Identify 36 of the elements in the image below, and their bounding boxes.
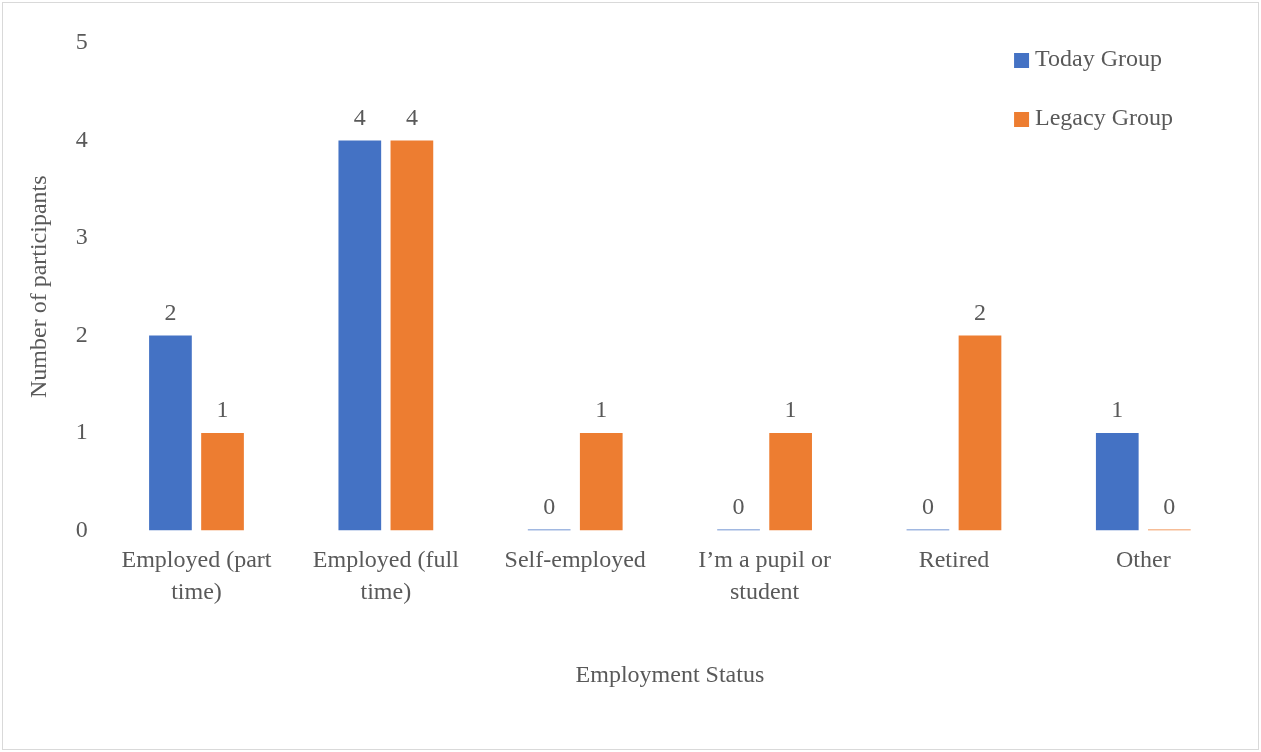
y-tick-label: 3 bbox=[75, 223, 88, 250]
y-tick-label: 1 bbox=[75, 418, 88, 445]
bar bbox=[149, 335, 192, 531]
y-tick-label: 0 bbox=[75, 515, 88, 542]
x-tick-label: Self-employed bbox=[504, 545, 646, 572]
bar bbox=[579, 432, 623, 531]
x-tick-label: I’m a pupil or student bbox=[698, 545, 831, 605]
bar bbox=[201, 432, 244, 531]
y-axis-title: Number of participants bbox=[24, 175, 51, 398]
data-label: 0 bbox=[732, 492, 745, 519]
data-label: 1 bbox=[216, 396, 229, 423]
data-label: 1 bbox=[595, 396, 608, 423]
data-label: 4 bbox=[405, 103, 418, 130]
legend-label: Today Group bbox=[1035, 45, 1163, 72]
y-tick-label: 4 bbox=[75, 125, 88, 152]
y-tick-label: 5 bbox=[75, 28, 88, 55]
data-label: 0 bbox=[921, 492, 934, 519]
x-tick-label: Employed (full time) bbox=[312, 545, 460, 605]
data-label: 1 bbox=[1111, 396, 1124, 423]
legend-label: Legacy Group bbox=[1035, 104, 1174, 131]
bar bbox=[958, 335, 1002, 531]
bar bbox=[769, 432, 812, 531]
x-tick-label: Retired bbox=[918, 545, 990, 572]
x-axis-title: Employment Status bbox=[575, 660, 765, 687]
x-tick-label: Other bbox=[1115, 545, 1171, 572]
data-label: 0 bbox=[543, 492, 556, 519]
bar bbox=[338, 140, 382, 531]
data-label: 2 bbox=[973, 298, 986, 325]
data-label: 2 bbox=[164, 298, 177, 325]
bar bbox=[1095, 432, 1139, 531]
x-tick-label: Employed (part time) bbox=[121, 545, 272, 605]
data-label: 0 bbox=[1163, 492, 1176, 519]
data-label: 1 bbox=[784, 396, 797, 423]
bar bbox=[390, 140, 434, 531]
y-tick-label: 2 bbox=[75, 320, 88, 347]
data-label: 4 bbox=[353, 103, 366, 130]
